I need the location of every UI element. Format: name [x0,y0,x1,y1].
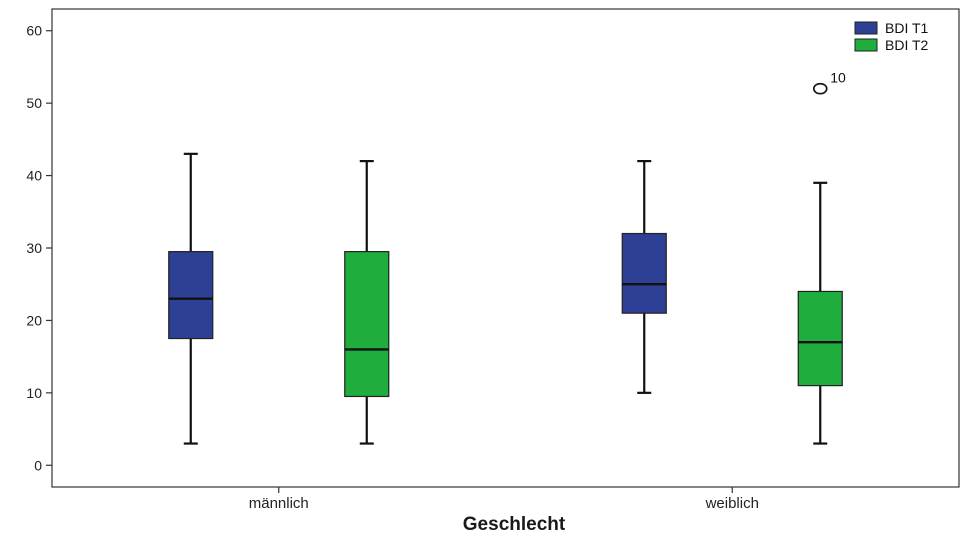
box-1-1 [797,181,843,445]
legend-label: BDI T2 [885,37,929,53]
outlier-group: 10 [812,70,846,95]
y-tick-label: 10 [26,385,42,401]
y-tick-label: 60 [26,23,42,39]
y-tick-label: 20 [26,312,42,328]
box-rect [344,251,390,398]
y-tick-label: 0 [34,457,42,473]
x-axis: männlich weiblich [249,487,759,512]
y-tick-label: 50 [26,95,42,111]
box-rect [621,232,667,314]
y-tick-label: 30 [26,240,42,256]
x-axis-title: Geschlecht [463,514,566,535]
x-tick-label: männlich [249,495,309,512]
outlier-point [812,82,828,95]
box-0-1 [621,159,667,394]
plot-frame [51,8,960,488]
legend-swatch [854,38,878,52]
legend-label: BDI T1 [885,20,929,36]
outlier-label: 10 [830,70,846,86]
x-tick-label: weiblich [705,495,759,512]
box-rect [168,251,214,340]
y-tick-label: 40 [26,168,42,184]
y-axis: 0 10 20 30 40 50 60 [26,23,52,473]
box-1-0 [344,159,390,445]
box-group [168,152,843,445]
legend-swatch [854,21,878,35]
box-rect [797,290,843,387]
box-0-0 [168,152,214,445]
